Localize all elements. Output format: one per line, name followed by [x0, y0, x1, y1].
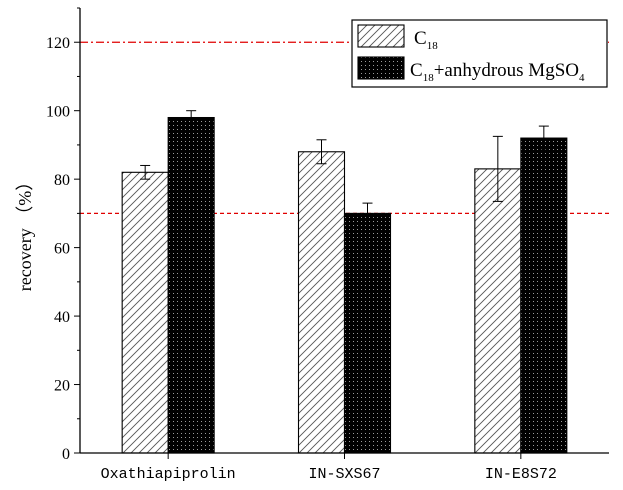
legend-label-c18-mgso4: C18+anhydrous MgSO4 [410, 60, 585, 84]
bar-in-sxs67-series-2 [343, 212, 392, 454]
y-axis-title: recovery （%） [15, 173, 35, 291]
bar-in-e8s72-series-1 [474, 168, 522, 454]
bar-in-e8s72-series-2 [520, 137, 568, 454]
axes: 0 20 40 60 80 100 120 Oxathiapiprolin IN-SXS67 IN… [46, 7, 609, 483]
y-tick-label: 40 [54, 309, 70, 326]
x-tick-label-in-e8s72: IN-E8S72 [485, 466, 557, 483]
y-tick-label: 80 [54, 172, 70, 189]
y-tick-label: 100 [46, 104, 70, 121]
legend-swatch-c18 [357, 24, 405, 48]
x-tick-label-in-sxs67: IN-SXS67 [308, 466, 380, 483]
x-tick-label-oxathiapiprolin: Oxathiapiprolin [101, 466, 236, 483]
legend: C18 C18+anhydrous MgSO4 [351, 19, 608, 88]
y-tick-label: 120 [46, 35, 70, 52]
bar-oxathiapiprolin-series-1 [121, 171, 169, 454]
bar-oxathiapiprolin-series-2 [167, 116, 215, 454]
bar-in-sxs67-series-1 [297, 151, 346, 454]
y-tick-label: 0 [62, 446, 70, 463]
bars-group [121, 110, 568, 454]
legend-label-c18: C18 [414, 28, 438, 52]
y-tick-label: 20 [54, 378, 70, 395]
y-tick-label: 60 [54, 241, 70, 258]
legend-swatch-c18-mgso4 [357, 56, 405, 80]
